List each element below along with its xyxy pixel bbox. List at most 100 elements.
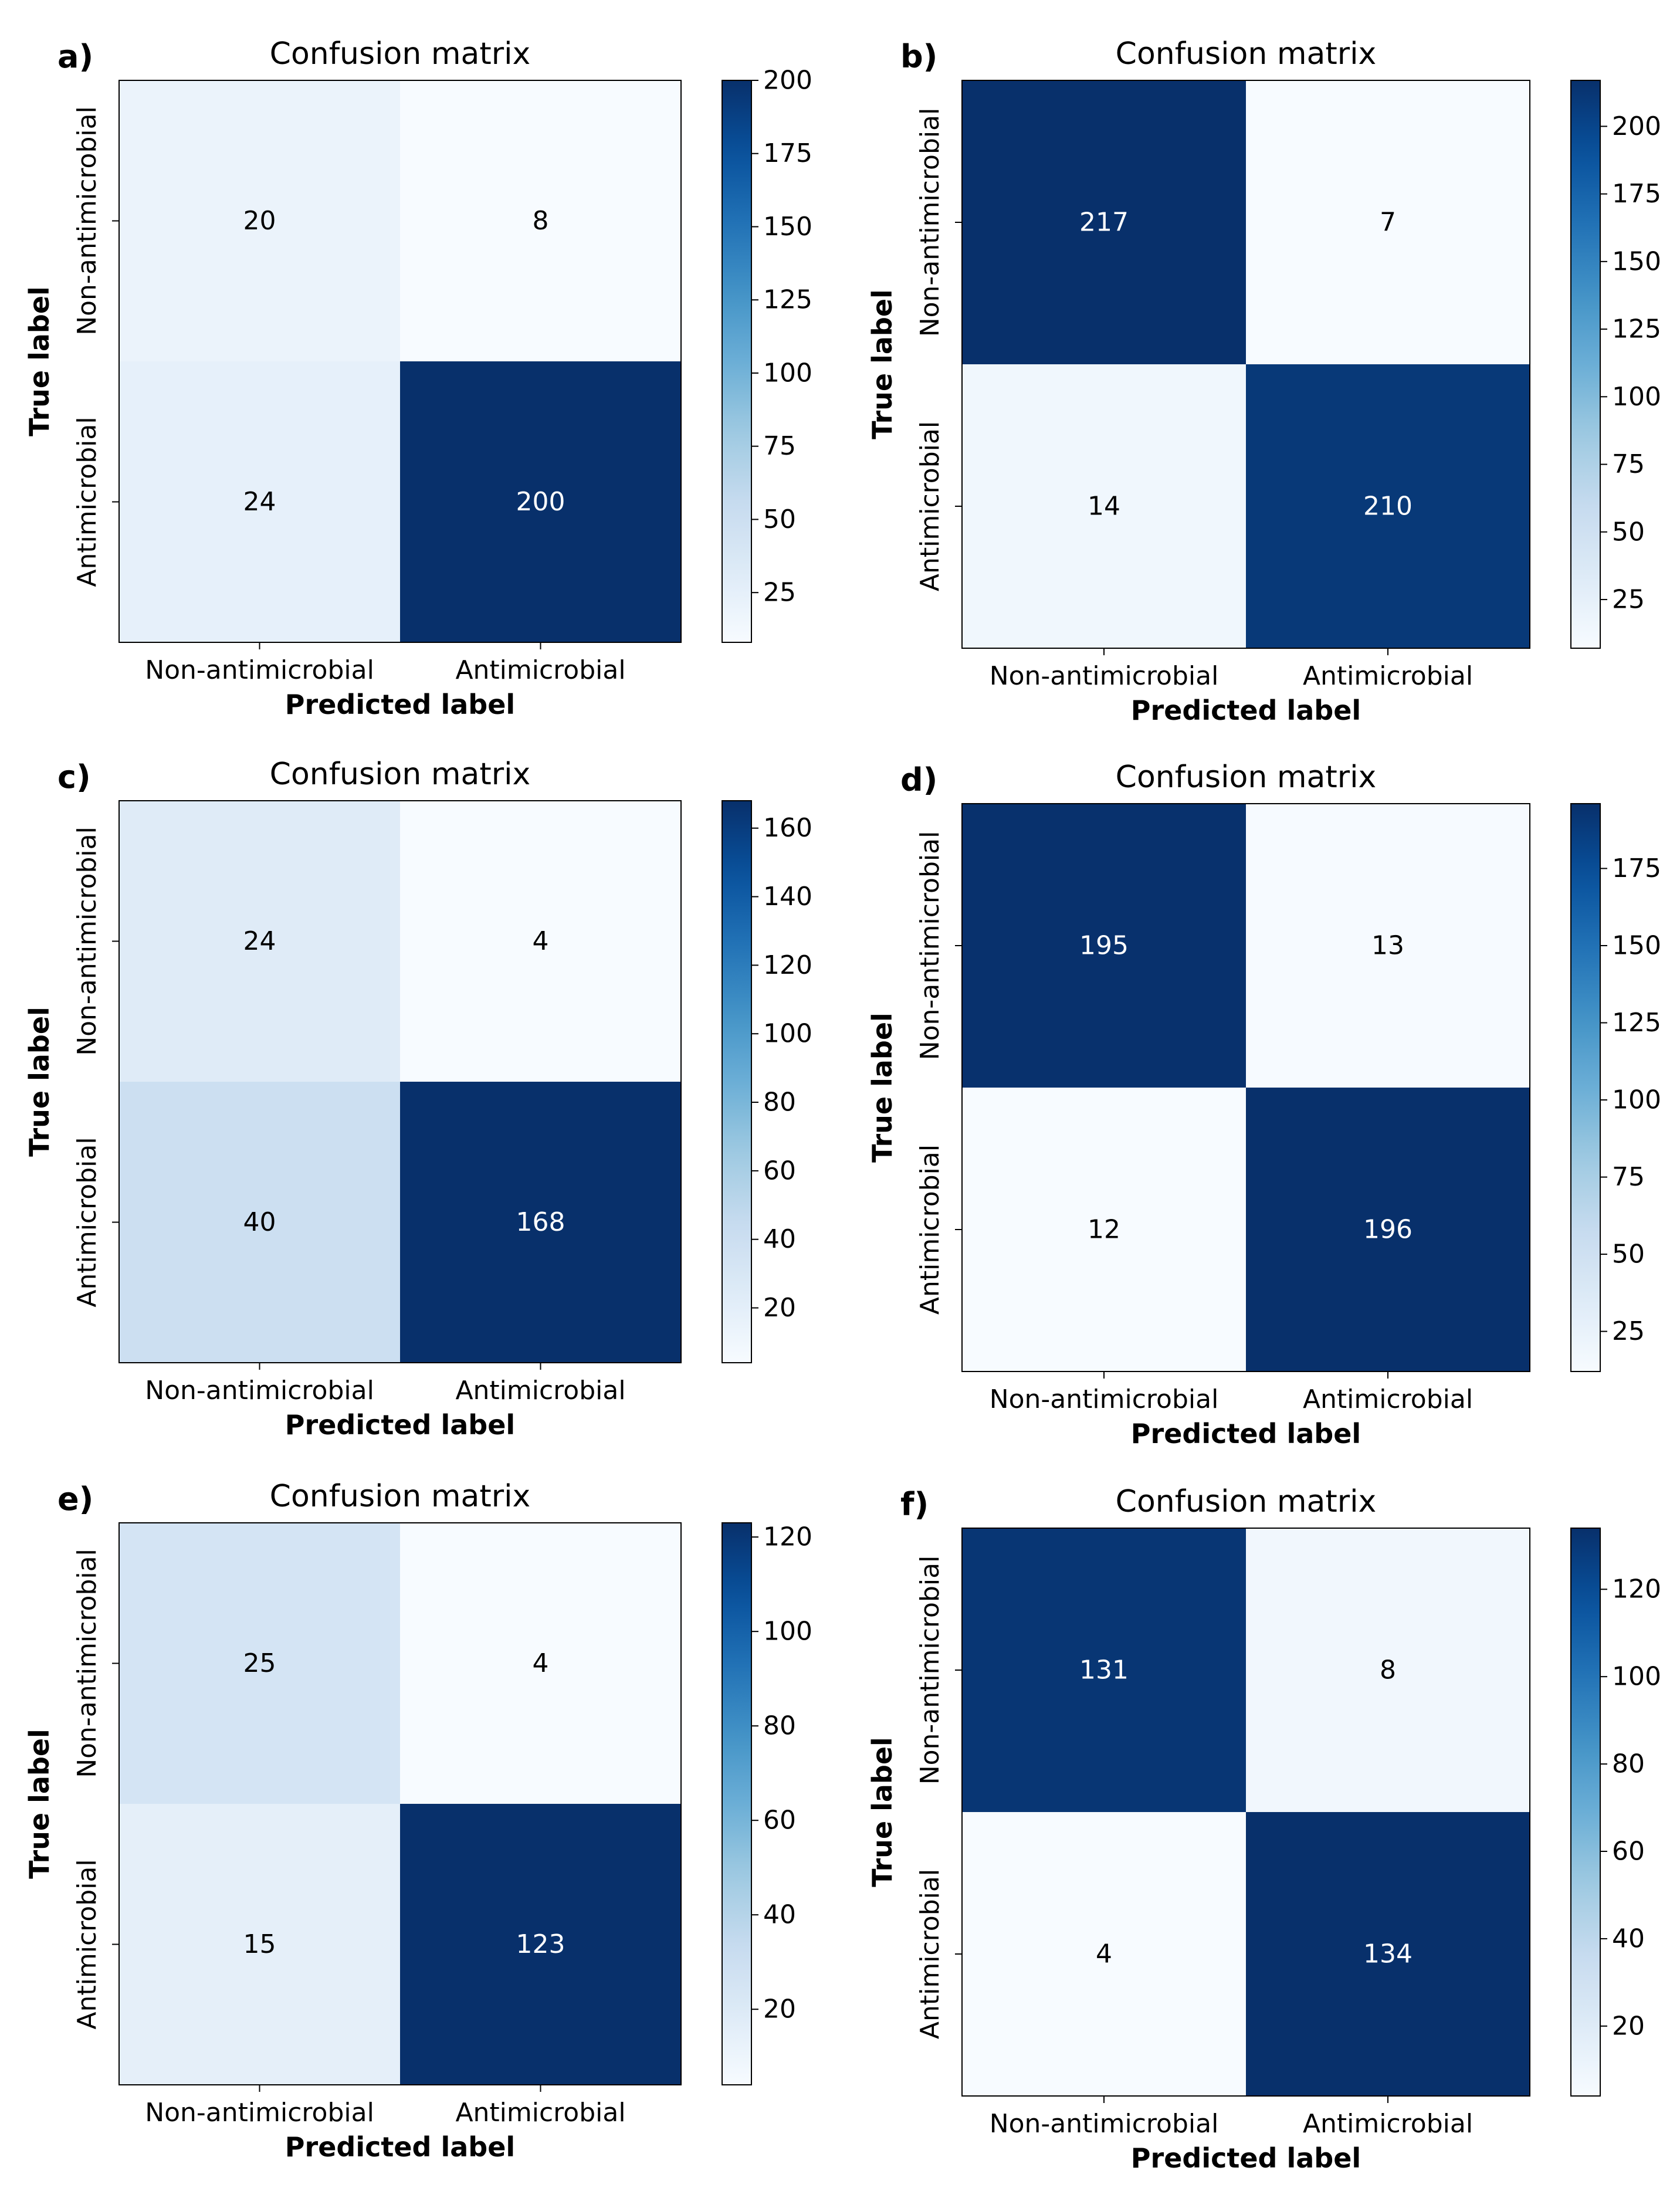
panel-label: d) bbox=[900, 761, 937, 798]
colorbar bbox=[1570, 80, 1601, 649]
cell-value-label: 7 bbox=[1380, 208, 1396, 238]
x-tick-label: Non-antimicrobial bbox=[145, 1376, 374, 1406]
cell-value-label: 14 bbox=[1088, 492, 1120, 521]
matrix-cell bbox=[1246, 804, 1530, 1088]
colorbar-tick-label: 140 bbox=[763, 882, 812, 912]
x-tick-label: Antimicrobial bbox=[1303, 661, 1473, 691]
matrix-cell bbox=[400, 1523, 681, 1804]
y-tick-label: Non-antimicrobial bbox=[72, 1549, 102, 1778]
colorbar-tick-label: 50 bbox=[1612, 517, 1645, 547]
colorbar-tick-label: 160 bbox=[763, 813, 812, 843]
colorbar-tick-label: 80 bbox=[763, 1711, 796, 1741]
plot-frame bbox=[961, 80, 1530, 649]
colorbar-tick-label: 25 bbox=[1612, 1316, 1645, 1346]
cell-value-label: 4 bbox=[1096, 1939, 1112, 1969]
matrix-cell bbox=[400, 361, 681, 642]
x-axis-label: Predicted label bbox=[285, 689, 515, 720]
colorbar-tick-label: 75 bbox=[763, 431, 796, 461]
colorbar-tick-label: 200 bbox=[1612, 111, 1661, 141]
y-tick-label: Antimicrobial bbox=[915, 421, 945, 591]
matrix-cell bbox=[119, 1082, 400, 1363]
x-tick-label: Non-antimicrobial bbox=[990, 1384, 1219, 1414]
plot-frame bbox=[118, 80, 682, 643]
x-tick-label: Antimicrobial bbox=[455, 2098, 625, 2128]
colorbar-tick-label: 80 bbox=[763, 1088, 796, 1117]
colorbar bbox=[1570, 1528, 1601, 2097]
matrix-cell bbox=[400, 801, 681, 1082]
x-tick-label: Non-antimicrobial bbox=[145, 2098, 374, 2128]
x-axis-label: Predicted label bbox=[1131, 1418, 1361, 1450]
matrix-cell bbox=[400, 80, 681, 361]
colorbar-tick-label: 60 bbox=[763, 1156, 796, 1186]
panel-label: b) bbox=[900, 38, 937, 75]
y-tick-label: Non-antimicrobial bbox=[72, 827, 102, 1056]
colorbar-tick-label: 25 bbox=[763, 578, 796, 608]
cell-value-label: 8 bbox=[533, 206, 549, 236]
matrix-cell bbox=[962, 804, 1246, 1088]
x-tick-label: Non-antimicrobial bbox=[145, 655, 374, 685]
confusion-matrix-panel-d: 195 13 12 196 Confusion matrix d) Non-antimicr… bbox=[866, 760, 1661, 1450]
matrix-cell bbox=[962, 1812, 1246, 2096]
colorbar-tick-label: 80 bbox=[1612, 1749, 1645, 1779]
colorbar-tick-label: 150 bbox=[763, 212, 812, 242]
chart-title: Confusion matrix bbox=[270, 36, 531, 72]
confusion-matrix-panel-e: 25 4 15 123 Confusion matrix e) Non-antimicrob… bbox=[23, 1479, 812, 2163]
colorbar-tick-label: 40 bbox=[1612, 1924, 1645, 1953]
y-axis-label: True label bbox=[23, 1729, 55, 1879]
colorbar-tick-label: 60 bbox=[763, 1806, 796, 1836]
colorbar-tick-label: 100 bbox=[1612, 382, 1661, 412]
cell-value-label: 13 bbox=[1371, 931, 1404, 961]
colorbar-tick-label: 125 bbox=[1612, 314, 1661, 344]
cell-value-label: 15 bbox=[243, 1929, 276, 1959]
cell-value-label: 217 bbox=[1079, 208, 1129, 238]
cell-value-label: 168 bbox=[516, 1207, 565, 1237]
colorbar-tick-label: 20 bbox=[763, 1994, 796, 2024]
panel-label: c) bbox=[57, 758, 91, 795]
confusion-matrix-panel-b: 217 7 14 210 Confusion matrix b) Non-antimicro… bbox=[866, 36, 1661, 726]
x-tick-label: Antimicrobial bbox=[1303, 2109, 1473, 2139]
cell-value-label: 200 bbox=[516, 487, 565, 517]
matrix-cell bbox=[1246, 1812, 1530, 2096]
y-tick-label: Antimicrobial bbox=[915, 1144, 945, 1315]
chart-title: Confusion matrix bbox=[1116, 760, 1377, 795]
cell-value-label: 24 bbox=[243, 926, 276, 956]
colorbar bbox=[722, 800, 752, 1363]
cell-value-label: 4 bbox=[533, 926, 549, 956]
plot-frame bbox=[118, 800, 682, 1363]
x-tick-label: Antimicrobial bbox=[455, 655, 625, 685]
chart-title: Confusion matrix bbox=[1116, 1484, 1377, 1519]
matrix-cell bbox=[962, 1088, 1246, 1372]
cell-value-label: 123 bbox=[516, 1929, 565, 1959]
colorbar-tick-label: 40 bbox=[763, 1900, 796, 1930]
panel-label: a) bbox=[57, 38, 93, 75]
plot-frame bbox=[961, 803, 1530, 1372]
x-axis-label: Predicted label bbox=[285, 1409, 515, 1441]
cell-value-label: 20 bbox=[243, 206, 276, 236]
matrix-cell bbox=[119, 1804, 400, 2085]
cell-value-label: 196 bbox=[1363, 1215, 1413, 1245]
colorbar-tick-label: 75 bbox=[1612, 449, 1645, 479]
chart-title: Confusion matrix bbox=[270, 757, 531, 792]
colorbar-tick-label: 50 bbox=[763, 504, 796, 534]
colorbar-tick-label: 50 bbox=[1612, 1240, 1645, 1269]
y-axis-label: True label bbox=[866, 1012, 898, 1163]
colorbar-tick-label: 175 bbox=[1612, 179, 1661, 209]
colorbar bbox=[722, 80, 752, 643]
cell-value-label: 195 bbox=[1079, 931, 1129, 961]
cell-value-label: 24 bbox=[243, 487, 276, 517]
colorbar-tick-label: 175 bbox=[763, 138, 812, 168]
colorbar-tick-label: 100 bbox=[763, 1019, 812, 1049]
y-axis-label: True label bbox=[23, 1007, 55, 1157]
colorbar-tick-label: 20 bbox=[1612, 2011, 1645, 2041]
x-tick-label: Non-antimicrobial bbox=[990, 661, 1219, 691]
colorbar-tick-label: 40 bbox=[763, 1224, 796, 1254]
y-tick-label: Non-antimicrobial bbox=[915, 1556, 945, 1785]
colorbar-tick-label: 100 bbox=[1612, 1085, 1661, 1115]
x-axis-label: Predicted label bbox=[1131, 2142, 1361, 2174]
y-axis-label: True label bbox=[23, 286, 55, 436]
matrix-cell bbox=[1246, 1088, 1530, 1372]
matrix-cell bbox=[1246, 364, 1530, 648]
cell-value-label: 8 bbox=[1380, 1655, 1396, 1685]
x-tick-label: Antimicrobial bbox=[1303, 1384, 1473, 1414]
x-tick-label: Non-antimicrobial bbox=[990, 2109, 1219, 2139]
